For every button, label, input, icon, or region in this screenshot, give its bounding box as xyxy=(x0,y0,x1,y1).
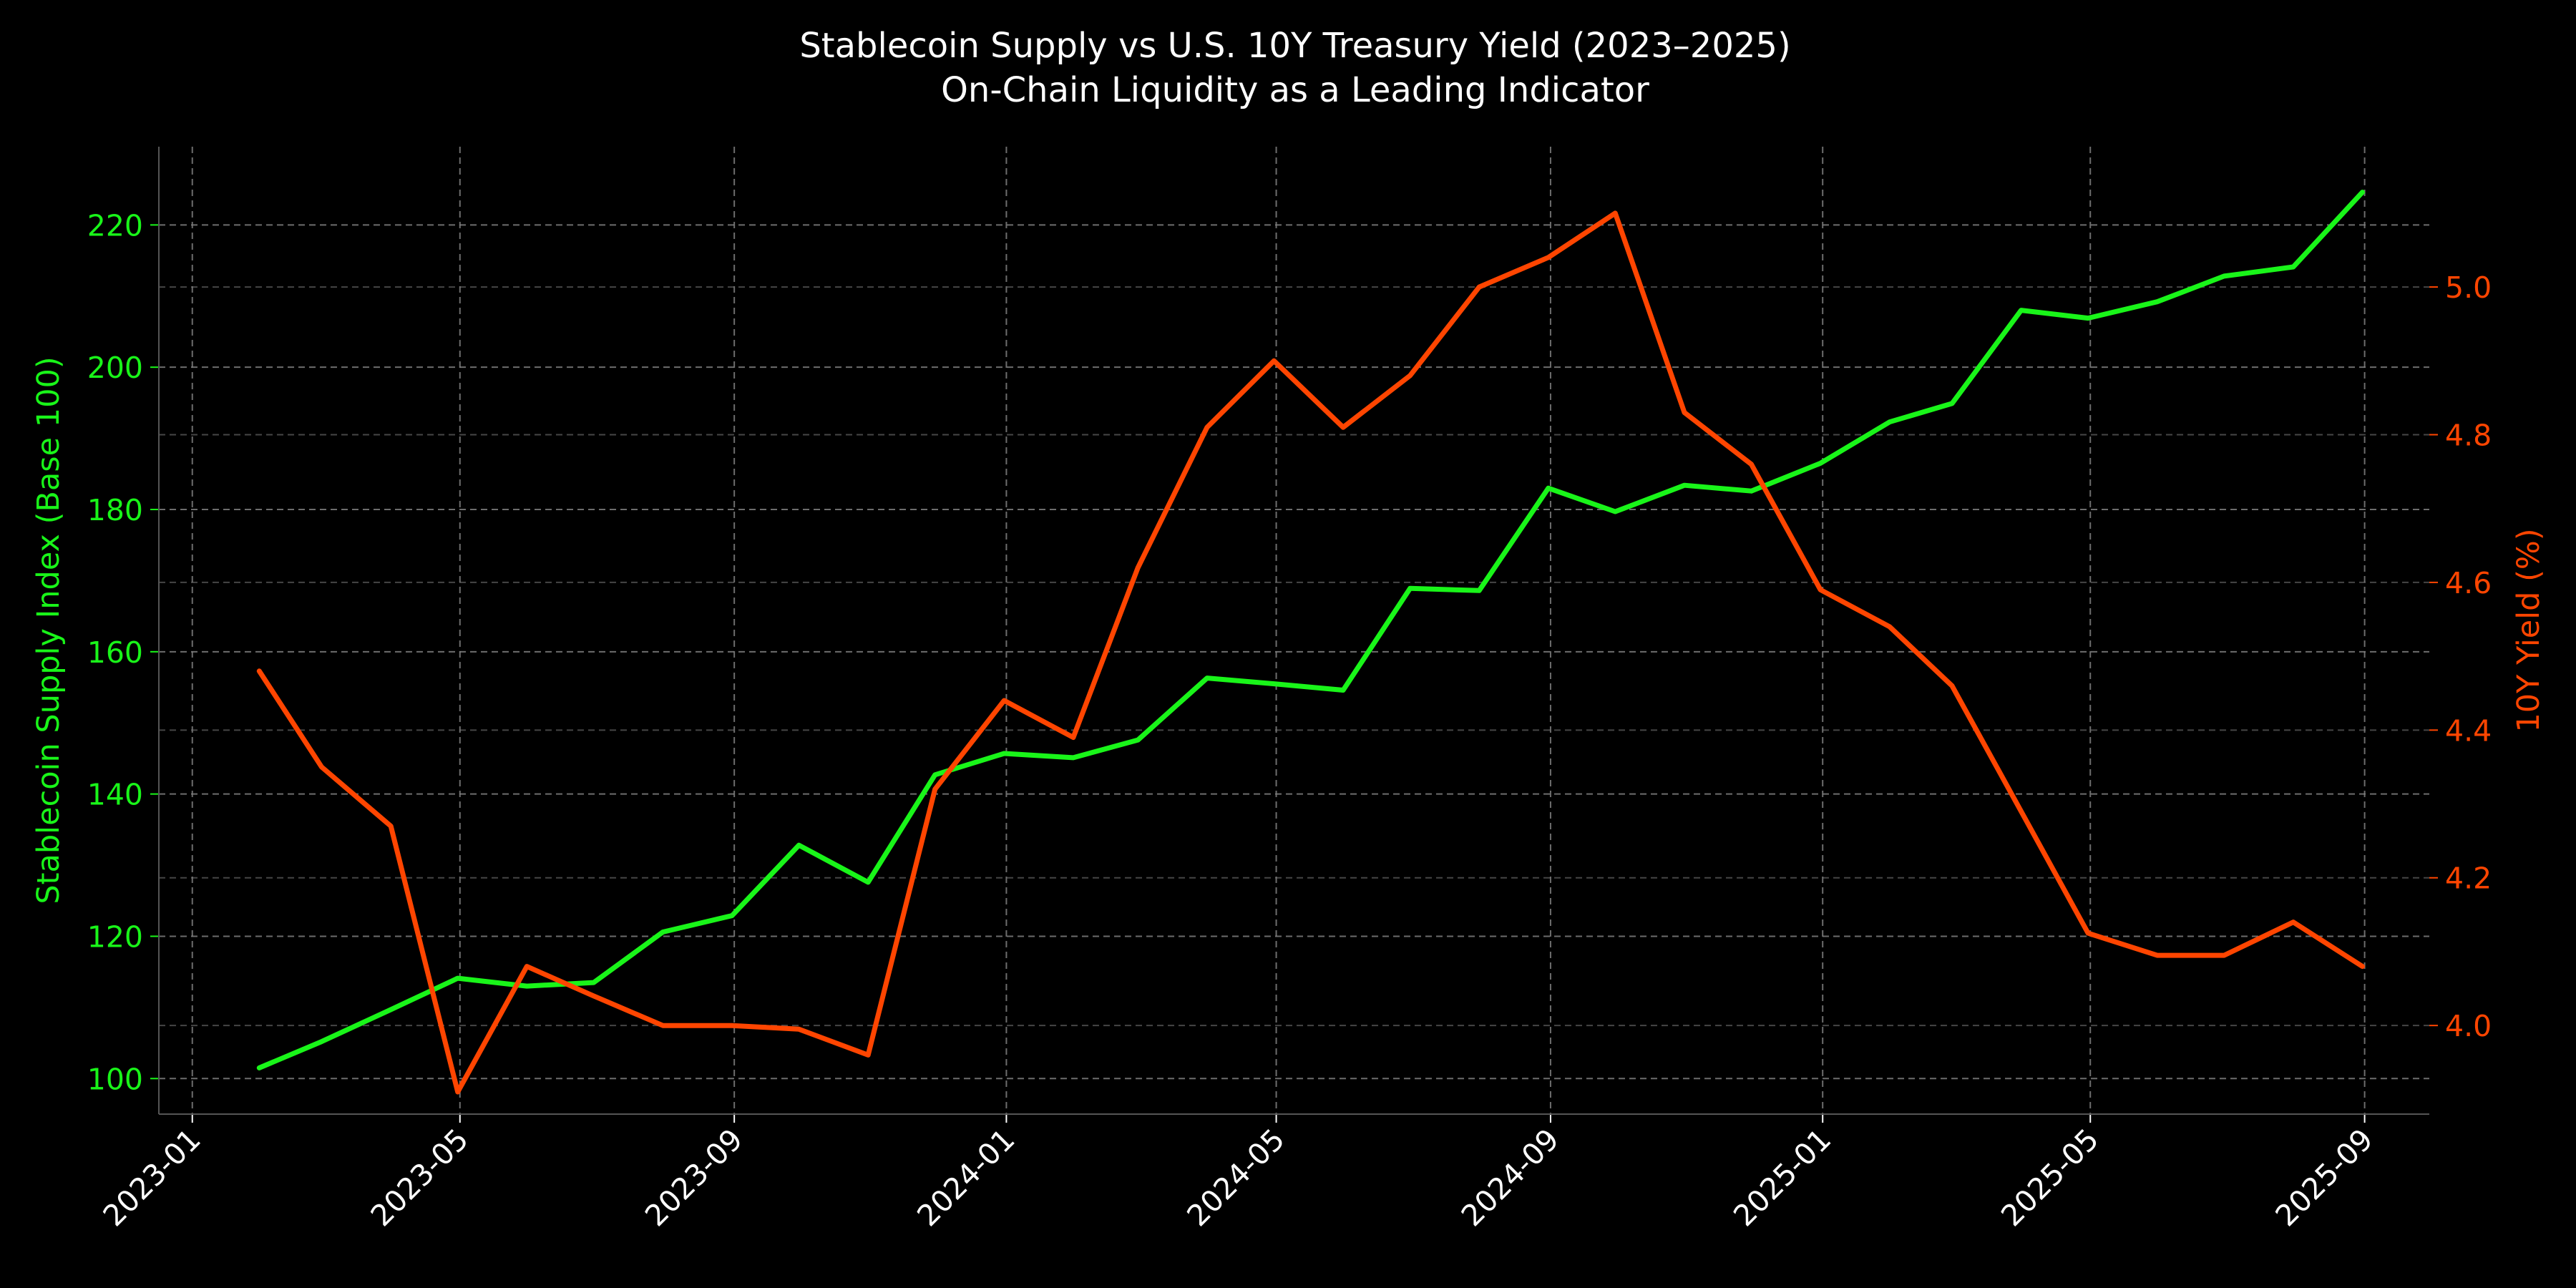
y-right-tick-label: 4.2 xyxy=(2445,862,2492,896)
series-line-yield xyxy=(256,210,2365,1095)
y-right-tick-label: 4.6 xyxy=(2445,566,2492,600)
chart-title: Stablecoin Supply vs U.S. 10Y Treasury Y… xyxy=(799,26,1790,66)
y-right-tick-label: 4.8 xyxy=(2445,419,2492,453)
y-left-tick-label: 160 xyxy=(87,635,143,670)
y-right-tick-label: 4.0 xyxy=(2445,1009,2492,1043)
y-right-tick-label: 5.0 xyxy=(2445,270,2492,305)
y-left-tick-label: 200 xyxy=(87,351,143,385)
series-line-supply xyxy=(256,190,2365,1070)
y-left-tick-label: 100 xyxy=(87,1062,143,1096)
chart-subtitle: On-Chain Liquidity as a Leading Indicato… xyxy=(941,70,1649,110)
y-left-tick-label: 180 xyxy=(87,493,143,527)
grid xyxy=(159,147,2429,1114)
y-right-tick-label: 4.4 xyxy=(2445,713,2492,748)
y-axis-right-label: 10Y Yield (%) xyxy=(2511,528,2547,732)
y-axis-left-label: Stablecoin Supply Index (Base 100) xyxy=(31,356,67,904)
y-left-tick-label: 220 xyxy=(87,208,143,243)
y-left-tick-label: 120 xyxy=(87,919,143,954)
series-layer xyxy=(256,190,2365,1095)
y-left-tick-label: 140 xyxy=(87,778,143,812)
